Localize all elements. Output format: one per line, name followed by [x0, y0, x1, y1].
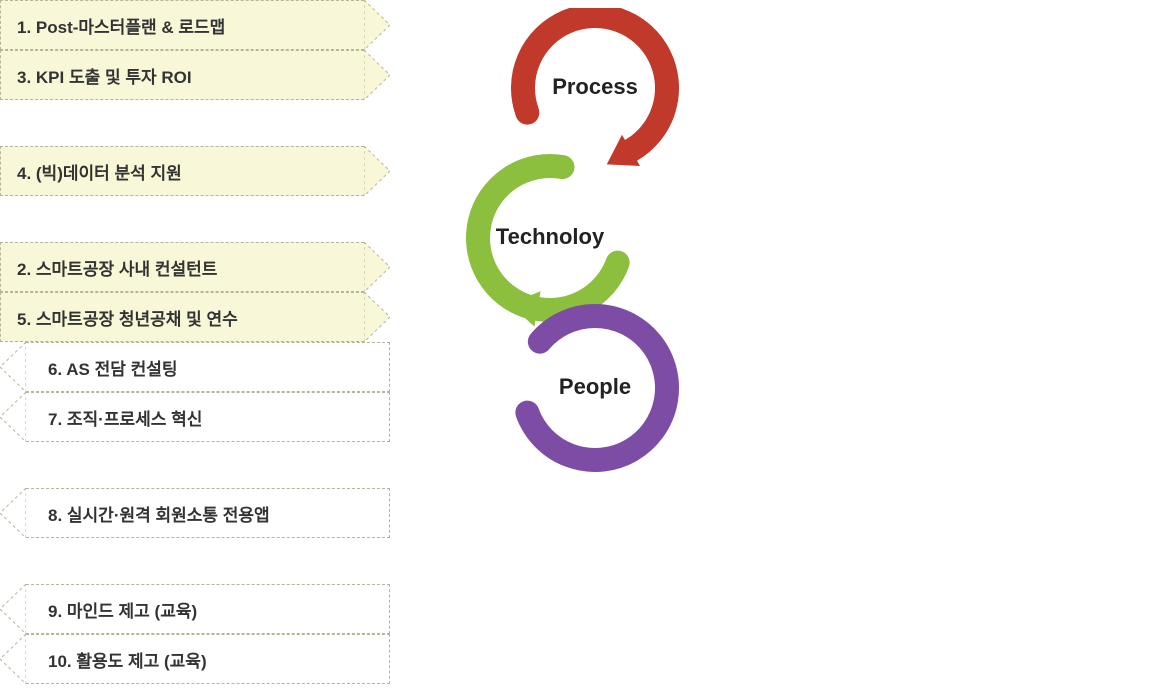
left-item: 2. 스마트공장 사내 컨설턴트: [0, 242, 390, 292]
left-item: 1. Post-마스터플랜 & 로드맵: [0, 0, 390, 50]
left-item-label: 5. 스마트공장 청년공채 및 연수: [0, 292, 364, 342]
pentagon-point-icon: [364, 0, 390, 50]
right-item: 9. 마인드 제고 (교육): [0, 584, 390, 634]
left-item-label: 4. (빅)데이터 분석 지원: [0, 146, 364, 196]
right-item-label: 6. AS 전담 컨설팅: [26, 342, 390, 392]
right-item: 8. 실시간·원격 회원소통 전용앱: [0, 488, 390, 538]
pentagon-point-icon: [0, 584, 26, 634]
left-item: 3. KPI 도출 및 투자 ROI: [0, 50, 390, 100]
left-item: 5. 스마트공장 청년공채 및 연수: [0, 292, 390, 342]
left-item-label: 1. Post-마스터플랜 & 로드맵: [0, 0, 364, 50]
right-item: 7. 조직·프로세스 혁신: [0, 392, 390, 442]
ring-label-technoloy: Technoloy: [450, 224, 650, 250]
center-diagram: Process Technoloy People: [420, 8, 730, 492]
right-item-label: 7. 조직·프로세스 혁신: [26, 392, 390, 442]
pentagon-point-icon: [0, 634, 26, 684]
right-item: 6. AS 전담 컨설팅: [0, 342, 390, 392]
right-item: 10. 활용도 제고 (교육): [0, 634, 390, 684]
pentagon-point-icon: [364, 50, 390, 100]
pentagon-point-icon: [364, 146, 390, 196]
ring-label-process: Process: [495, 74, 695, 100]
left-item: 4. (빅)데이터 분석 지원: [0, 146, 390, 196]
left-item-label: 2. 스마트공장 사내 컨설턴트: [0, 242, 364, 292]
ring-label-people: People: [495, 374, 695, 400]
pentagon-point-icon: [364, 242, 390, 292]
pentagon-point-icon: [364, 292, 390, 342]
pentagon-point-icon: [0, 392, 26, 442]
left-item-label: 3. KPI 도출 및 투자 ROI: [0, 50, 364, 100]
pentagon-point-icon: [0, 488, 26, 538]
pentagon-point-icon: [0, 342, 26, 392]
right-item-label: 9. 마인드 제고 (교육): [26, 584, 390, 634]
left-column: 1. Post-마스터플랜 & 로드맵3. KPI 도출 및 투자 ROI 4. …: [0, 0, 390, 342]
right-item-label: 8. 실시간·원격 회원소통 전용앱: [26, 488, 390, 538]
right-column: 6. AS 전담 컨설팅7. 조직·프로세스 혁신 8. 실시간·원격 회원소통 …: [0, 342, 390, 684]
right-item-label: 10. 활용도 제고 (교육): [26, 634, 390, 684]
